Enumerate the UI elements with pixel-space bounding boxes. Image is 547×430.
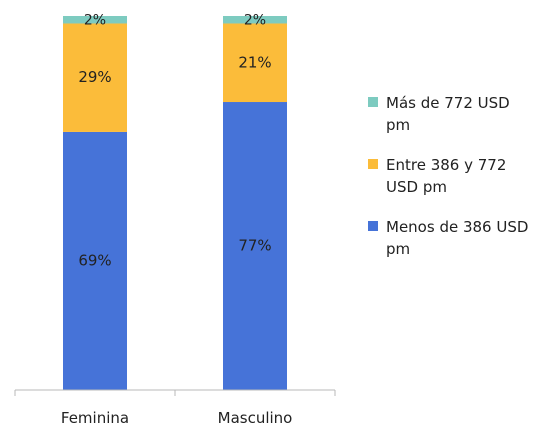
legend-label-less-than-386: Menos de 386 USD pm <box>386 218 529 258</box>
bar-masculino-menos-de-386-usd-pm <box>223 102 287 391</box>
bar-feminina-menos-de-386-usd-pm <box>63 131 127 390</box>
legend-item-between-386-772: Entre 386 y 772 USD pm <box>368 154 543 198</box>
x-tick-label-layer: Feminina Masculino <box>61 409 292 427</box>
legend-swatch-less-than-386 <box>368 221 378 231</box>
data-label-feminina-mas-de-772-usd-pm: 2% <box>84 13 106 29</box>
data-label-masculino-entre-386-y-772-usd-pm: 21% <box>238 53 271 71</box>
bar-layer <box>63 16 287 391</box>
legend-label-more-than-772: Más de 772 USD pm <box>386 94 510 134</box>
x-tick-label-masculino: Masculino <box>218 409 293 427</box>
bar-masculino-entre-386-y-772-usd-pm <box>223 23 287 103</box>
data-label-masculino-mas-de-772-usd-pm: 2% <box>244 13 266 29</box>
bar-masculino-mas-de-772-usd-pm <box>223 16 287 24</box>
axes-layer <box>14 389 336 396</box>
data-label-layer: 69% 29% 2% 77% 21% 2% <box>78 13 271 270</box>
legend-swatch-more-than-772 <box>368 97 378 107</box>
legend-swatch-between-386-772 <box>368 159 378 169</box>
bar-feminina-mas-de-772-usd-pm <box>63 16 127 24</box>
bar-feminina-entre-386-y-772-usd-pm <box>63 23 127 132</box>
legend: Más de 772 USD pm Entre 386 y 772 USD pm… <box>368 92 543 278</box>
x-tick-label-feminina: Feminina <box>61 409 129 427</box>
data-label-feminina-entre-386-y-772-usd-pm: 29% <box>78 68 111 86</box>
data-label-masculino-menos-de-386-usd-pm: 77% <box>238 237 271 255</box>
data-label-feminina-menos-de-386-usd-pm: 69% <box>78 251 111 269</box>
legend-item-less-than-386: Menos de 386 USD pm <box>368 216 543 260</box>
legend-label-between-386-772: Entre 386 y 772 USD pm <box>386 156 507 196</box>
legend-item-more-than-772: Más de 772 USD pm <box>368 92 543 136</box>
